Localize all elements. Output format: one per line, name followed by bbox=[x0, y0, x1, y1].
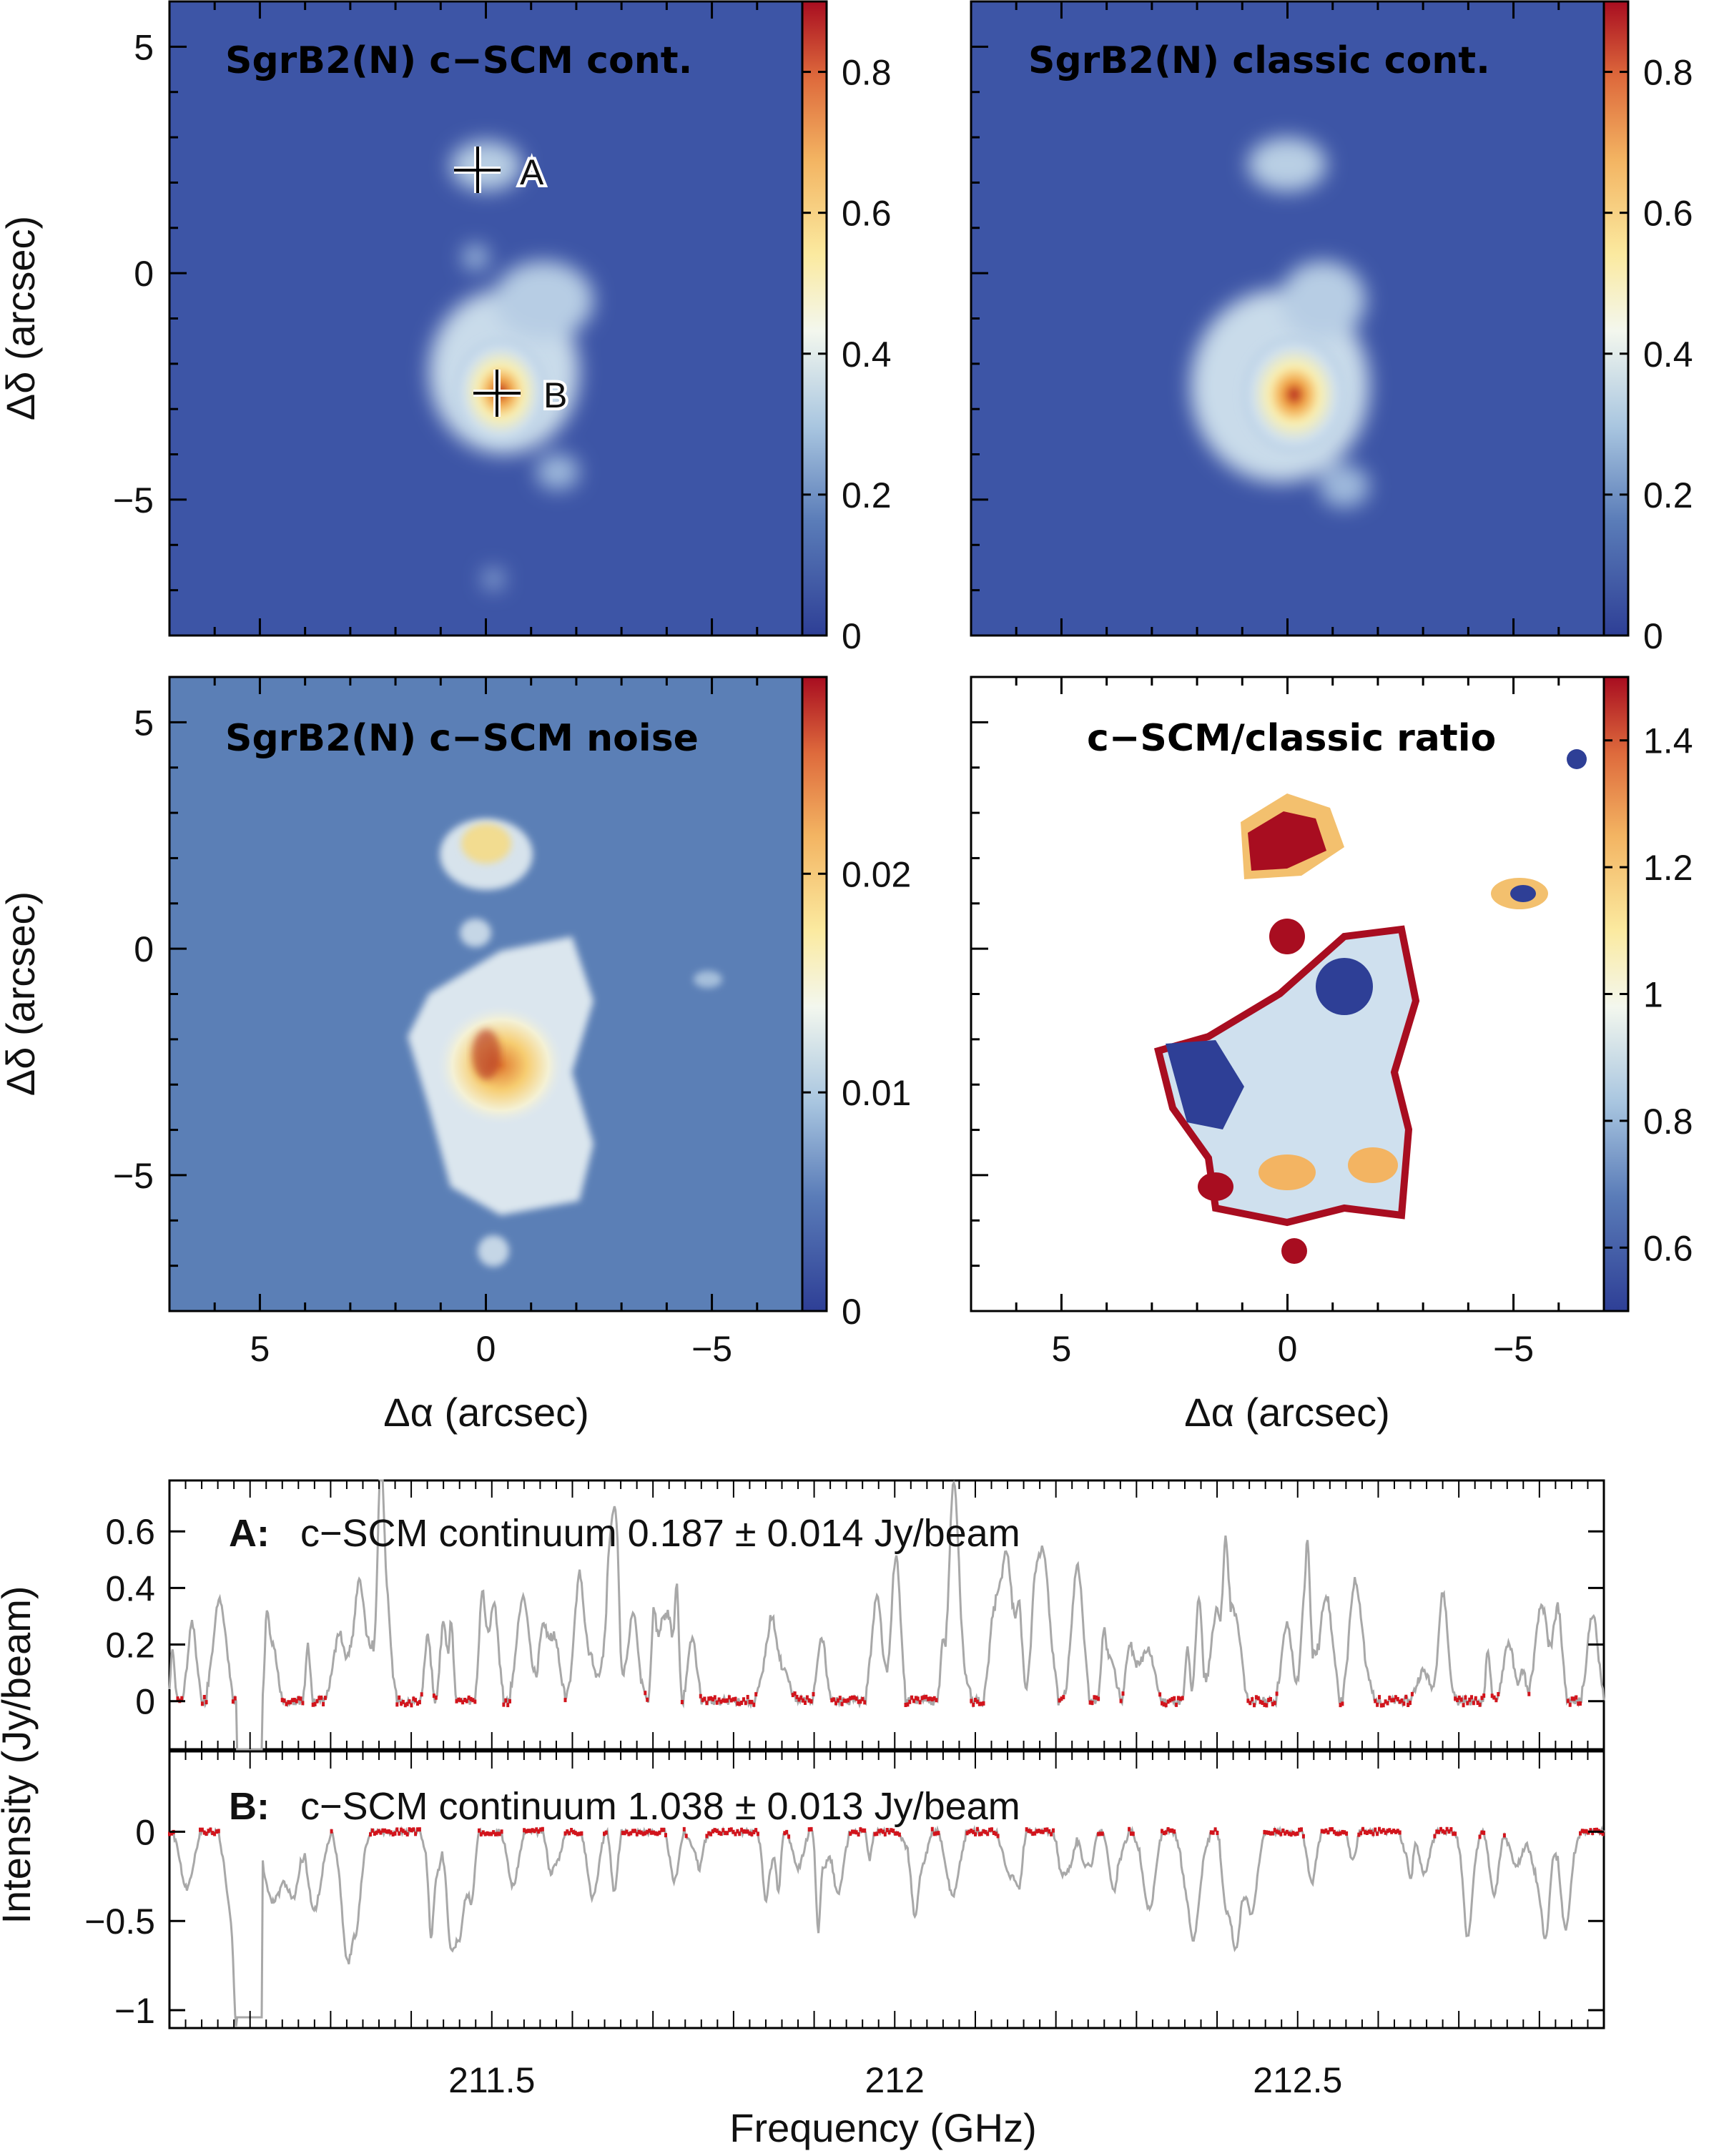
x-tick-label: 5 bbox=[1052, 1329, 1072, 1369]
continuum-channels bbox=[176, 1691, 1582, 1708]
map-image-cscm-noise bbox=[169, 677, 802, 1311]
map-image-cscm-continuum bbox=[169, 1, 802, 636]
xlabel-ratio-map: Δα (arcsec) bbox=[1184, 1390, 1390, 1435]
x-tick-label: −5 bbox=[1493, 1329, 1534, 1369]
x-tick-label: 5 bbox=[250, 1329, 270, 1369]
colorbar-tick-label: 0.2 bbox=[842, 475, 892, 515]
y-tick-label: 5 bbox=[134, 27, 154, 67]
colorbar-tick-label: 0.8 bbox=[842, 53, 892, 93]
spectrum-b-annotation: c−SCM continuum 1.038 ± 0.013 Jy/beam bbox=[300, 1785, 1020, 1828]
y-tick-label: 0.4 bbox=[105, 1568, 155, 1608]
map-image-ratio bbox=[971, 677, 1604, 1311]
colorbar-tick-label: 0.01 bbox=[842, 1073, 911, 1113]
marker-a-label: A bbox=[520, 152, 544, 192]
marker-a: A bbox=[454, 147, 547, 195]
ylabel-spectra: Intensity (Jy/beam) bbox=[0, 1586, 39, 1924]
ylabel-top-maps: Δδ (arcsec) bbox=[0, 216, 43, 420]
colorbar-tick-label: 0.8 bbox=[1643, 1102, 1693, 1142]
colorbar-classic-continuum bbox=[1602, 0, 1630, 637]
colorbar-tick-label: 0.6 bbox=[1643, 194, 1693, 234]
y-tick-label: −0.5 bbox=[84, 1902, 155, 1942]
spectrum-a-label: A: bbox=[229, 1512, 270, 1555]
colorbar-cscm-noise bbox=[801, 676, 828, 1312]
x-tick-label: −5 bbox=[691, 1329, 732, 1369]
x-tick-label: 0 bbox=[1278, 1329, 1298, 1369]
colorbar-tick-label: 0.6 bbox=[1643, 1228, 1693, 1268]
x-tick-label: 212.5 bbox=[1253, 2060, 1342, 2100]
spectrum-a-annotation: c−SCM continuum 0.187 ± 0.014 Jy/beam bbox=[300, 1512, 1020, 1555]
xlabel-noise-map: Δα (arcsec) bbox=[383, 1390, 589, 1435]
spectrum-panel-a bbox=[168, 1479, 1605, 1751]
panel-title-cscm-noise: SgrB2(N) c−SCM noise bbox=[225, 717, 699, 760]
colorbar-tick-label: 0 bbox=[842, 616, 862, 656]
colorbar-cscm-continuum bbox=[801, 0, 828, 637]
y-tick-label: 0 bbox=[134, 929, 154, 969]
marker-b: B bbox=[473, 370, 570, 418]
x-tick-label: 212 bbox=[865, 2060, 925, 2100]
y-tick-label: −1 bbox=[114, 1991, 155, 2031]
colorbar-tick-label: 0 bbox=[842, 1292, 862, 1332]
y-tick-label: 0 bbox=[135, 1682, 155, 1722]
map-panel-ratio bbox=[970, 676, 1605, 1312]
xlabel-spectra: Frequency (GHz) bbox=[729, 2105, 1036, 2150]
y-tick-label: 0 bbox=[134, 254, 154, 294]
y-tick-label: 5 bbox=[134, 703, 154, 743]
colorbar-tick-label: 0.8 bbox=[1643, 53, 1693, 93]
y-tick-label: 0.2 bbox=[105, 1626, 155, 1666]
spectrum-b-label: B: bbox=[229, 1785, 270, 1828]
continuum-channels bbox=[168, 1826, 1605, 1839]
colorbar-tick-label: 0.4 bbox=[842, 335, 892, 375]
panel-title-cscm-continuum: SgrB2(N) c−SCM cont. bbox=[225, 39, 692, 82]
panel-title-classic-continuum: SgrB2(N) classic cont. bbox=[1028, 39, 1490, 82]
panel-title-ratio: c−SCM/classic ratio bbox=[1087, 717, 1496, 760]
x-tick-label: 211.5 bbox=[448, 2060, 535, 2100]
colorbar-tick-label: 1 bbox=[1643, 975, 1663, 1015]
colorbar-tick-label: 0.4 bbox=[1643, 335, 1693, 375]
map-panel-classic-continuum bbox=[970, 0, 1605, 637]
colorbar-tick-label: 1.2 bbox=[1643, 848, 1693, 888]
colorbar-tick-label: 0.02 bbox=[842, 854, 911, 894]
y-tick-label: 0.6 bbox=[105, 1512, 155, 1552]
y-tick-label: −5 bbox=[113, 480, 154, 520]
colorbar-tick-label: 0.6 bbox=[842, 194, 892, 234]
map-image-classic-continuum bbox=[971, 1, 1604, 636]
colorbar-tick-label: 1.4 bbox=[1643, 721, 1693, 761]
y-tick-label: 0 bbox=[135, 1812, 155, 1852]
spectrum-panel-b bbox=[168, 1750, 1605, 2029]
map-panel-cscm-continuum bbox=[168, 0, 804, 637]
marker-b-label: B bbox=[543, 375, 567, 415]
colorbar-tick-label: 0 bbox=[1643, 616, 1663, 656]
map-panel-cscm-noise bbox=[168, 676, 804, 1312]
colorbar-tick-label: 0.2 bbox=[1643, 475, 1693, 515]
ylabel-middle-maps: Δδ (arcsec) bbox=[0, 891, 43, 1096]
x-tick-label: 0 bbox=[476, 1329, 496, 1369]
y-tick-label: −5 bbox=[113, 1156, 154, 1196]
